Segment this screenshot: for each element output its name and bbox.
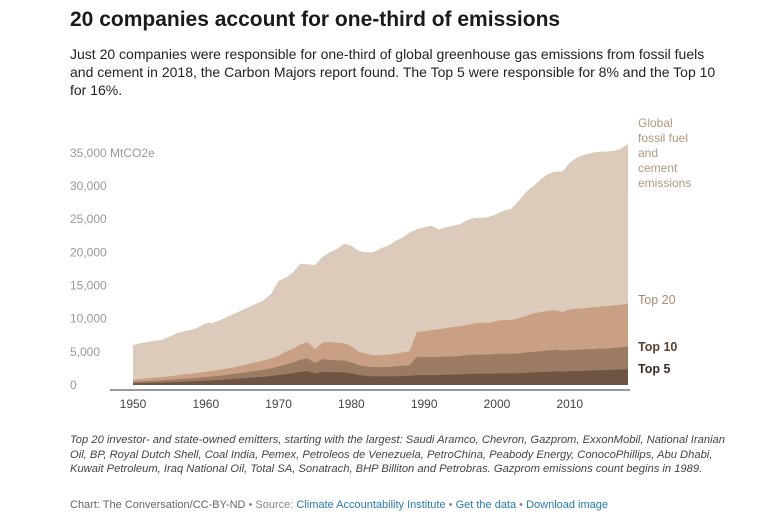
label-global-emissions: Global [638,116,673,130]
chart-areas [133,143,628,385]
label-global-emissions: emissions [638,176,691,190]
y-tick-label: 15,000 [70,279,107,293]
label-top-5: Top 5 [638,362,670,376]
chart-note: Top 20 investor- and state-owned emitter… [70,434,725,476]
label-global-emissions: cement [638,161,678,175]
credit-separator: • Source: [245,499,297,511]
x-tick-label: 1970 [265,397,292,411]
area-top-5 [133,369,628,385]
get-data-link[interactable]: Get the data [455,499,517,511]
x-tick-label: 1990 [411,397,438,411]
label-global-emissions: and [638,146,658,160]
credit-prefix: Chart: The Conversation/CC-BY-ND [70,499,246,511]
x-tick-label: 2010 [556,397,583,411]
label-top-10: Top 10 [638,340,677,354]
x-tick-label: 2000 [484,397,511,411]
y-axis: 0 5,000 10,000 15,000 20,000 25,000 30,000 35,0… [70,146,155,392]
x-tick-label: 1980 [338,397,365,411]
y-tick-label: 35,000 MtCO2e [70,146,155,160]
x-axis: 1950 1960 1970 1980 1990 2000 2010 [110,389,630,411]
y-tick-label: 25,000 [70,212,107,226]
chart-title: 20 companies account for one-third of em… [70,8,561,31]
source-link[interactable]: Climate Accountability Institute [296,499,446,511]
x-tick-label: 1960 [192,397,219,411]
credit-separator: • [516,499,527,511]
label-top-20: Top 20 [638,293,676,307]
chart-subtitle: Just 20 companies were responsible for o… [70,46,716,98]
y-tick-label: 0 [70,378,77,392]
y-tick-label: 5,000 [70,345,100,359]
y-tick-label: 30,000 [70,179,107,193]
label-global-emissions: fossil fuel [638,131,688,145]
download-image-link[interactable]: Download image [526,499,609,511]
x-tick-label: 1950 [120,397,147,411]
chart-credit: Chart: The Conversation/CC-BY-ND • Sourc… [70,499,608,511]
y-tick-label: 10,000 [70,312,107,326]
y-tick-label: 20,000 [70,245,107,259]
credit-separator: • [445,499,456,511]
area-chart: 0 5,000 10,000 15,000 20,000 25,000 30,000 35,0… [70,116,691,411]
